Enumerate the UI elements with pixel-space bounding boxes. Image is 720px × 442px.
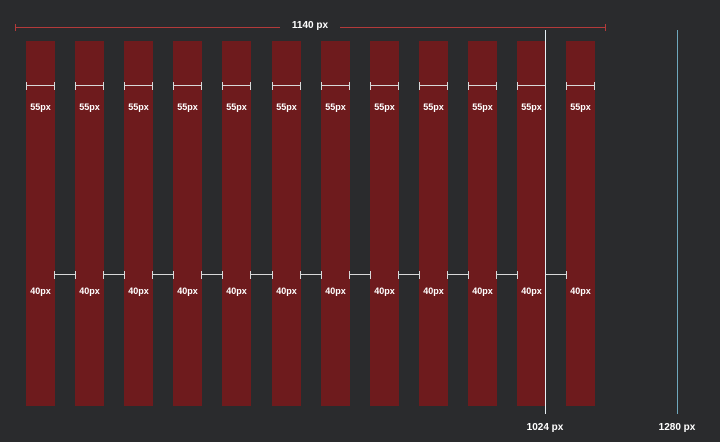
grid-column — [370, 41, 399, 406]
breakpoint-label: 1024 px — [526, 422, 564, 433]
column-width-bracket — [419, 82, 448, 90]
gutter-width-bracket — [398, 271, 420, 279]
column-width-bracket — [566, 82, 595, 90]
column-width-label: 55px — [374, 102, 395, 112]
gutter-width-bracket — [496, 271, 518, 279]
grid-column — [124, 41, 153, 406]
gutter-width-bracket — [201, 271, 223, 279]
gutter-width-bracket — [152, 271, 174, 279]
gutter-width-bracket — [250, 271, 273, 279]
column-width-label: 55px — [521, 102, 542, 112]
breakpoint-label: 1280 px — [658, 422, 696, 433]
column-width-label: 55px — [128, 102, 149, 112]
container-width-label: 1140 px — [280, 20, 340, 31]
grid-column — [419, 41, 448, 406]
column-width-bracket — [173, 82, 202, 90]
column-width-label: 55px — [276, 102, 297, 112]
column-width-bracket — [272, 82, 301, 90]
gutter-width-bracket — [447, 271, 469, 279]
grid-column — [75, 41, 104, 406]
grid-column — [272, 41, 301, 406]
gutter-width-label: 40px — [30, 286, 51, 296]
gutter-width-label: 40px — [128, 286, 149, 296]
gutter-width-label: 40px — [374, 286, 395, 296]
gutter-width-label: 40px — [226, 286, 247, 296]
grid-column — [173, 41, 202, 406]
gutter-width-label: 40px — [423, 286, 444, 296]
column-width-bracket — [222, 82, 251, 90]
gutter-width-bracket — [349, 271, 371, 279]
gutter-width-label: 40px — [570, 286, 591, 296]
gutter-width-label: 40px — [276, 286, 297, 296]
grid-column — [222, 41, 251, 406]
column-width-label: 55px — [30, 102, 51, 112]
breakpoint-line — [677, 30, 678, 414]
column-width-label: 55px — [79, 102, 100, 112]
grid-column — [468, 41, 497, 406]
column-width-label: 55px — [325, 102, 346, 112]
gutter-width-label: 40px — [521, 286, 542, 296]
gutter-width-label: 40px — [472, 286, 493, 296]
column-width-bracket — [75, 82, 104, 90]
grid-column — [517, 41, 546, 406]
column-width-label: 55px — [423, 102, 444, 112]
gutter-width-bracket — [300, 271, 322, 279]
column-width-bracket — [124, 82, 153, 90]
gutter-width-bracket — [545, 271, 567, 279]
column-width-label: 55px — [226, 102, 247, 112]
column-width-label: 55px — [177, 102, 198, 112]
column-width-bracket — [26, 82, 55, 90]
gutter-width-bracket — [103, 271, 125, 279]
grid-column — [321, 41, 350, 406]
grid-column — [26, 41, 55, 406]
breakpoint-line — [545, 30, 546, 414]
column-width-bracket — [517, 82, 546, 90]
column-width-bracket — [370, 82, 399, 90]
gutter-width-label: 40px — [325, 286, 346, 296]
gutter-width-bracket — [54, 271, 76, 279]
column-width-label: 55px — [472, 102, 493, 112]
column-width-bracket — [321, 82, 350, 90]
column-width-bracket — [468, 82, 497, 90]
gutter-width-label: 40px — [177, 286, 198, 296]
column-width-label: 55px — [570, 102, 591, 112]
grid-column — [566, 41, 595, 406]
gutter-width-label: 40px — [79, 286, 100, 296]
